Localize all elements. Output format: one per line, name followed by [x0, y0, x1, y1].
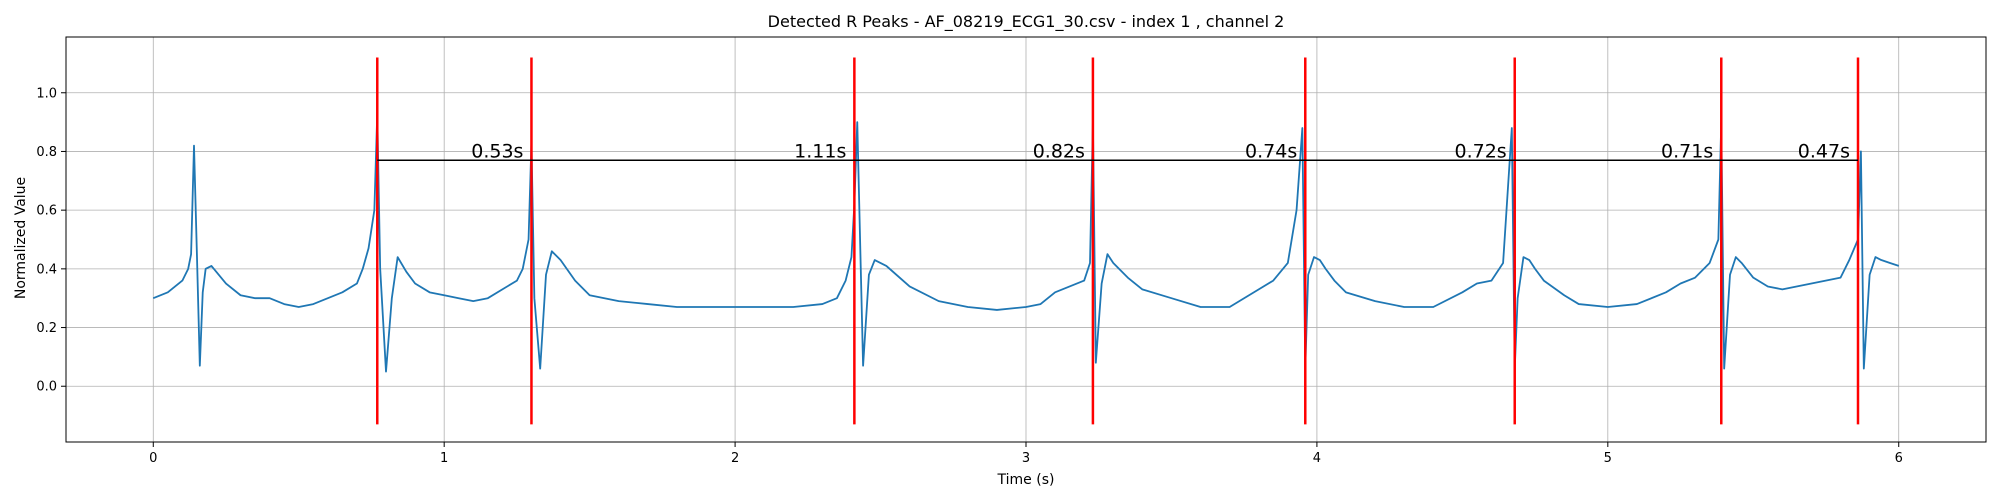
y-tick-label: 1.0	[36, 86, 57, 101]
y-tick-label: 0.4	[36, 262, 57, 277]
rr-interval-label: 0.47s	[1798, 140, 1850, 162]
x-tick-label: 5	[1604, 451, 1612, 466]
y-axis-label: Normalized Value	[13, 177, 29, 299]
rr-interval-label: 0.72s	[1455, 140, 1507, 162]
r-peak-markers	[376, 57, 1860, 425]
rr-interval-label: 0.82s	[1033, 140, 1085, 162]
rr-interval-label: 1.11s	[794, 140, 846, 162]
rr-interval-label: 0.71s	[1661, 140, 1713, 162]
rr-interval-label: 0.53s	[471, 140, 523, 162]
x-tick-label: 0	[149, 451, 157, 466]
x-tick-label: 1	[440, 451, 448, 466]
grid	[66, 37, 1986, 442]
x-axis-label: Time (s)	[997, 472, 1055, 488]
series-layer	[152, 112, 1900, 373]
y-tick-label: 0.6	[36, 204, 57, 219]
x-tick-label: 6	[1895, 451, 1903, 466]
ecg-signal-line	[152, 112, 1900, 373]
axis-ticks: 0 1 2 3 4 5 6 0.0 0.2 0.4 0.6 0.8 1.0	[36, 86, 1903, 466]
x-tick-label: 3	[1022, 451, 1030, 466]
rr-interval-label: 0.74s	[1245, 140, 1297, 162]
y-tick-label: 0.0	[36, 380, 57, 395]
y-tick-label: 0.8	[36, 145, 57, 160]
x-tick-label: 4	[1313, 451, 1321, 466]
x-tick-label: 2	[731, 451, 739, 466]
chart-title: Detected R Peaks - AF_08219_ECG1_30.csv …	[768, 12, 1285, 32]
rr-intervals: 0.53s 1.11s 0.82s 0.74s 0.72s 0.71s 0.47s	[377, 140, 1858, 162]
y-tick-label: 0.2	[36, 321, 57, 336]
